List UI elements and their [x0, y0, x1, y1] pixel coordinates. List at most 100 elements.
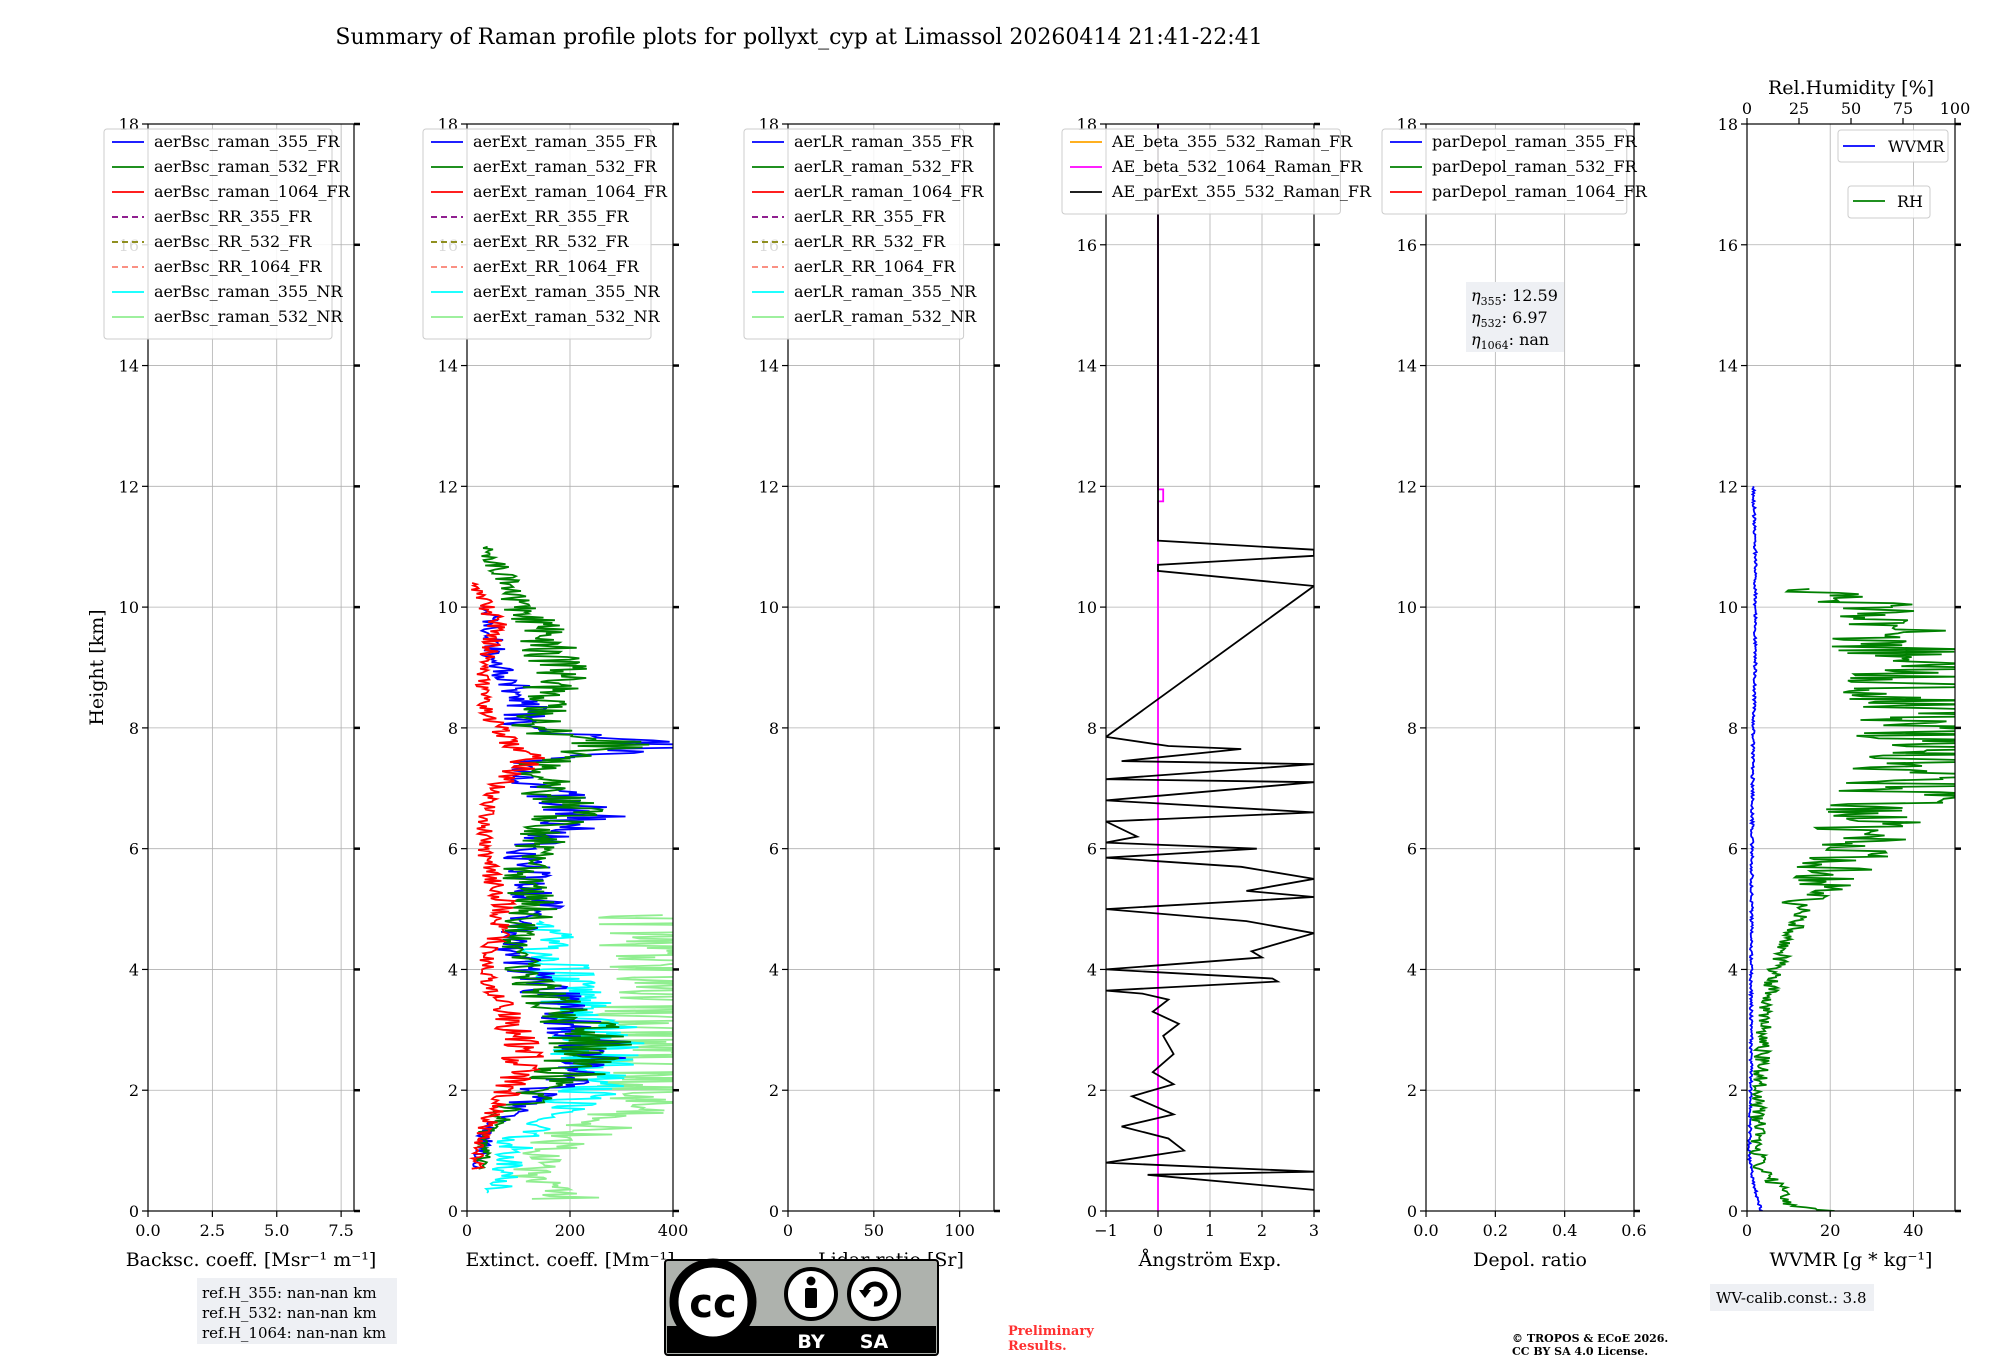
y-tick-label: 8 [1407, 719, 1417, 738]
preliminary-results-note: Preliminary Results. [1008, 1324, 1094, 1354]
x-tick-label: 3 [1309, 1221, 1319, 1240]
y-tick-label: 0 [1728, 1202, 1738, 1221]
legend-label: aerLR_raman_532_NR [794, 307, 977, 326]
y-tick-label: 4 [769, 960, 779, 979]
y-tick-label: 2 [129, 1081, 139, 1100]
y-tick-label: 12 [438, 477, 458, 496]
ref-height-1064: ref.H_1064: nan-nan km [202, 1324, 386, 1342]
legend-label: AE_beta_355_532_Raman_FR [1111, 132, 1353, 151]
badge-sa-label: SA [860, 1331, 889, 1353]
legend-label: aerLR_RR_355_FR [794, 207, 946, 226]
legend-label: aerExt_raman_532_NR [473, 307, 661, 326]
y-tick-label: 0 [1087, 1202, 1097, 1221]
y-tick-label: 10 [119, 598, 139, 617]
legend-box [422, 128, 652, 340]
y-tick-label: 10 [759, 598, 779, 617]
y-tick-label: 16 [1718, 236, 1738, 255]
y-tick-label: 10 [1718, 598, 1738, 617]
y-tick-label: 6 [1087, 840, 1097, 859]
legend-label: aerBsc_raman_355_FR [154, 132, 340, 151]
x-tick-label: 400 [658, 1221, 689, 1240]
y-tick-label: 2 [1728, 1081, 1738, 1100]
top-x-tick-label: 75 [1893, 99, 1913, 118]
badge-by-label: BY [797, 1331, 824, 1353]
legend-label: aerBsc_RR_532_FR [154, 232, 312, 251]
x-tick-label: 0.0 [135, 1221, 160, 1240]
cc-by-sa-badge[interactable]: cc BY SA [664, 1258, 939, 1356]
y-tick-label: 12 [1718, 477, 1738, 496]
y-tick-label: 8 [448, 719, 458, 738]
y-tick-label: 12 [1397, 477, 1417, 496]
x-tick-label: 0 [462, 1221, 472, 1240]
y-tick-label: 6 [769, 840, 779, 859]
x-tick-label: 50 [864, 1221, 884, 1240]
y-tick-label: 0 [1407, 1202, 1417, 1221]
y-tick-label: 4 [129, 960, 139, 979]
y-tick-label: 18 [1718, 115, 1738, 134]
y-tick-label: 4 [448, 960, 458, 979]
legend-label: aerBsc_raman_532_FR [154, 157, 340, 176]
y-tick-label: 8 [1728, 719, 1738, 738]
y-tick-label: 6 [1728, 840, 1738, 859]
axes-frame [1425, 123, 1635, 1212]
x-axis-label: Depol. ratio [1473, 1249, 1587, 1271]
y-tick-label: 12 [119, 477, 139, 496]
x-tick-label: 200 [555, 1221, 586, 1240]
series-aerExt_raman_532_NR [509, 914, 673, 1200]
axes-frame [1746, 123, 1956, 1212]
y-tick-label: 14 [1397, 357, 1417, 376]
data-layer [1747, 486, 1955, 1211]
y-tick-label: 8 [129, 719, 139, 738]
cc-icon [669, 1258, 757, 1346]
x-tick-label: 0 [1153, 1221, 1163, 1240]
legend-box-wvmr [1837, 129, 1949, 163]
depol-annotation-line: η355: 12.59 [1471, 286, 1558, 308]
panel-ext: 0246810121416180200400Extinct. coeff. [M… [422, 115, 689, 1271]
legend-label: RH [1897, 192, 1923, 211]
cc-icon-letters: cc [689, 1281, 736, 1327]
top-x-tick-label: 0 [1742, 99, 1752, 118]
top-x-tick-label: 25 [1789, 99, 1809, 118]
depol-annotation-line: η532: 6.97 [1471, 308, 1548, 330]
y-tick-label: 10 [438, 598, 458, 617]
y-tick-label: 8 [769, 719, 779, 738]
x-tick-label: 0 [1742, 1221, 1752, 1240]
wv-calib-box: WV-calib.const.: 3.8 [1710, 1284, 1874, 1311]
y-tick-label: 6 [129, 840, 139, 859]
legend-label: aerExt_RR_355_FR [473, 207, 630, 226]
x-tick-label: 2 [1257, 1221, 1267, 1240]
x-tick-label: 0 [783, 1221, 793, 1240]
x-tick-label: 2.5 [200, 1221, 225, 1240]
legend-box [1381, 128, 1628, 215]
series-aerExt_raman_1064_FR [468, 582, 545, 1170]
y-tick-label: 16 [1077, 236, 1097, 255]
top-x-tick-label: 100 [1940, 99, 1971, 118]
legend-label: parDepol_raman_532_FR [1432, 157, 1638, 176]
legend-label: aerExt_RR_1064_FR [473, 257, 640, 276]
axes-frame [787, 123, 995, 1212]
depol-annotation-line: η1064: nan [1471, 330, 1549, 352]
legend-label: aerLR_RR_1064_FR [794, 257, 956, 276]
axes-frame [147, 123, 355, 1212]
legend-label: AE_beta_532_1064_Raman_FR [1111, 157, 1363, 176]
y-tick-label: 14 [1077, 357, 1097, 376]
x-tick-label: 5.0 [264, 1221, 289, 1240]
x-tick-label: 0.2 [1483, 1221, 1508, 1240]
legend-label: aerLR_raman_355_FR [794, 132, 974, 151]
y-tick-label: 2 [1087, 1081, 1097, 1100]
series-RH [1748, 588, 1955, 1211]
series-WVMR [1747, 486, 1763, 1211]
y-tick-label: 4 [1087, 960, 1097, 979]
y-tick-label: 10 [1397, 598, 1417, 617]
legend-label: parDepol_raman_1064_FR [1432, 182, 1648, 201]
legend-label: aerExt_raman_355_FR [473, 132, 658, 151]
x-tick-label: 0.4 [1552, 1221, 1577, 1240]
y-tick-label: 14 [759, 357, 779, 376]
legend-label: WVMR [1888, 137, 1945, 156]
y-tick-label: 2 [1407, 1081, 1417, 1100]
y-tick-label: 6 [1407, 840, 1417, 859]
